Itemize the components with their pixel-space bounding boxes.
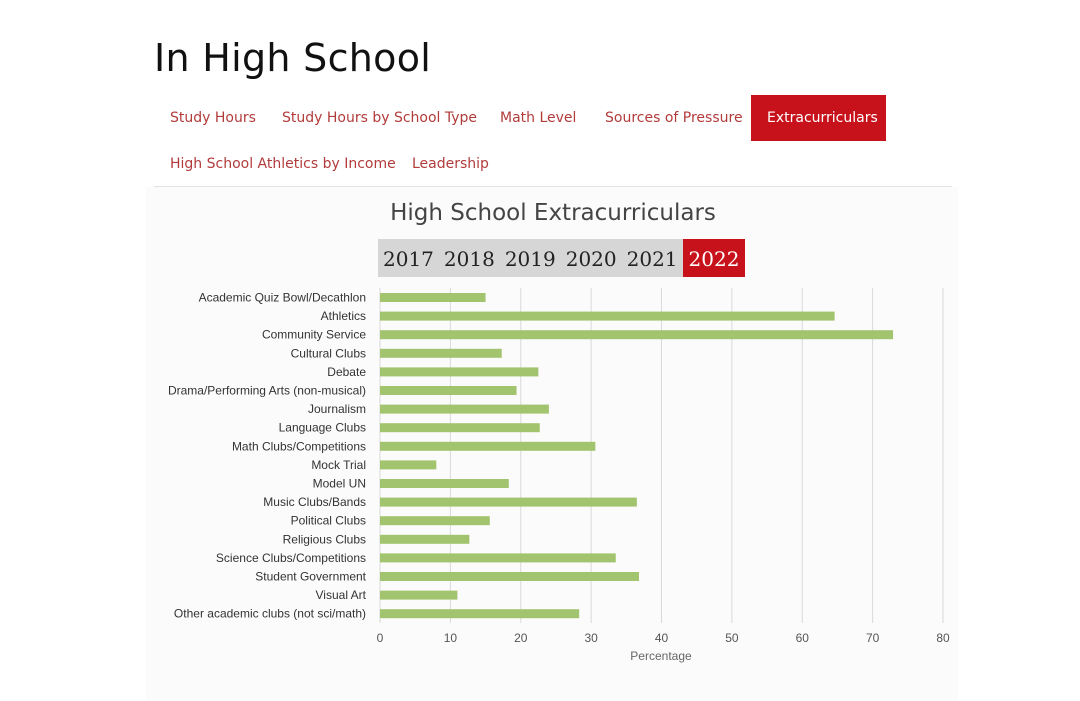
bar[interactable] <box>380 348 502 358</box>
x-tick-label: 0 <box>377 631 384 645</box>
category-label: Language Clubs <box>279 421 366 435</box>
category-label: Visual Art <box>316 588 367 602</box>
x-tick-label: 70 <box>866 631 880 645</box>
category-label: Journalism <box>308 402 366 416</box>
tab-extracurriculars[interactable]: Extracurriculars <box>751 95 886 141</box>
bar[interactable] <box>380 460 437 470</box>
bar[interactable] <box>380 572 639 581</box>
tab-leadership[interactable]: Leadership <box>412 156 489 172</box>
bar[interactable] <box>380 367 539 377</box>
bar[interactable] <box>380 423 540 433</box>
category-label: Political Clubs <box>291 514 366 528</box>
x-tick-label: 40 <box>655 631 669 645</box>
x-tick-label: 20 <box>514 631 528 645</box>
year-button-2020[interactable]: 2020 <box>565 247 617 271</box>
category-label: Religious Clubs <box>283 532 366 546</box>
year-button-2017[interactable]: 2017 <box>383 247 434 271</box>
gridlines <box>379 288 944 623</box>
x-tick-label: 50 <box>725 631 739 645</box>
category-labels: Academic Quiz Bowl/Decathlon Athletics Com… <box>168 291 367 621</box>
nav-divider <box>154 186 952 187</box>
category-label: Athletics <box>321 309 366 323</box>
bar[interactable] <box>380 479 509 488</box>
year-button-2019[interactable]: 2019 <box>504 247 556 271</box>
tab-math-level[interactable]: Math Level <box>500 110 577 126</box>
bars <box>380 293 894 619</box>
category-label: Music Clubs/Bands <box>263 495 366 509</box>
bar[interactable] <box>380 330 894 340</box>
bar[interactable] <box>380 553 616 563</box>
category-label: Math Clubs/Competitions <box>232 439 366 453</box>
chart-title: High School Extracurriculars <box>390 200 716 226</box>
year-button-2021[interactable]: 2021 <box>626 247 678 271</box>
x-tick-label: 60 <box>796 631 810 645</box>
x-tick-label: 30 <box>584 631 598 645</box>
bar[interactable] <box>380 609 580 619</box>
tab-study-hours-by-school-type[interactable]: Study Hours by School Type <box>282 110 478 126</box>
category-label: Academic Quiz Bowl/Decathlon <box>199 291 366 305</box>
bar[interactable] <box>380 497 637 507</box>
bar[interactable] <box>380 534 470 544</box>
bar[interactable] <box>380 590 458 600</box>
category-label: Mock Trial <box>311 458 366 472</box>
bar[interactable] <box>380 293 486 302</box>
category-label: Model UN <box>313 477 366 491</box>
bar[interactable] <box>380 516 490 526</box>
x-axis-label: Percentage <box>630 649 692 663</box>
category-label: Other academic clubs (not sci/math) <box>174 607 366 621</box>
bar[interactable] <box>380 311 835 321</box>
category-label: Cultural Clubs <box>291 346 366 360</box>
x-tick-label: 80 <box>936 631 950 645</box>
tab-study-hours[interactable]: Study Hours <box>170 110 256 126</box>
category-label: Debate <box>327 365 366 379</box>
category-label: Student Government <box>255 570 366 584</box>
bar[interactable] <box>380 441 596 451</box>
tab-sources-of-pressure[interactable]: Sources of Pressure <box>605 110 743 126</box>
category-label: Science Clubs/Competitions <box>216 551 366 565</box>
x-tick-label: 10 <box>444 631 458 645</box>
year-button-2022[interactable]: 2022 <box>682 239 746 277</box>
year-selector: 2017 2018 2019 2020 2021 2022 <box>378 239 746 277</box>
x-tick-labels: 0 10 20 30 40 50 60 70 80 <box>377 631 950 645</box>
page-title: In High School <box>154 36 432 80</box>
bar[interactable] <box>380 386 517 395</box>
category-label: Community Service <box>262 328 366 342</box>
category-label: Drama/Performing Arts (non-musical) <box>168 384 366 398</box>
year-button-2018[interactable]: 2018 <box>443 247 495 271</box>
bar[interactable] <box>380 404 549 414</box>
tab-high-school-athletics-by-income[interactable]: High School Athletics by Income <box>170 156 396 172</box>
